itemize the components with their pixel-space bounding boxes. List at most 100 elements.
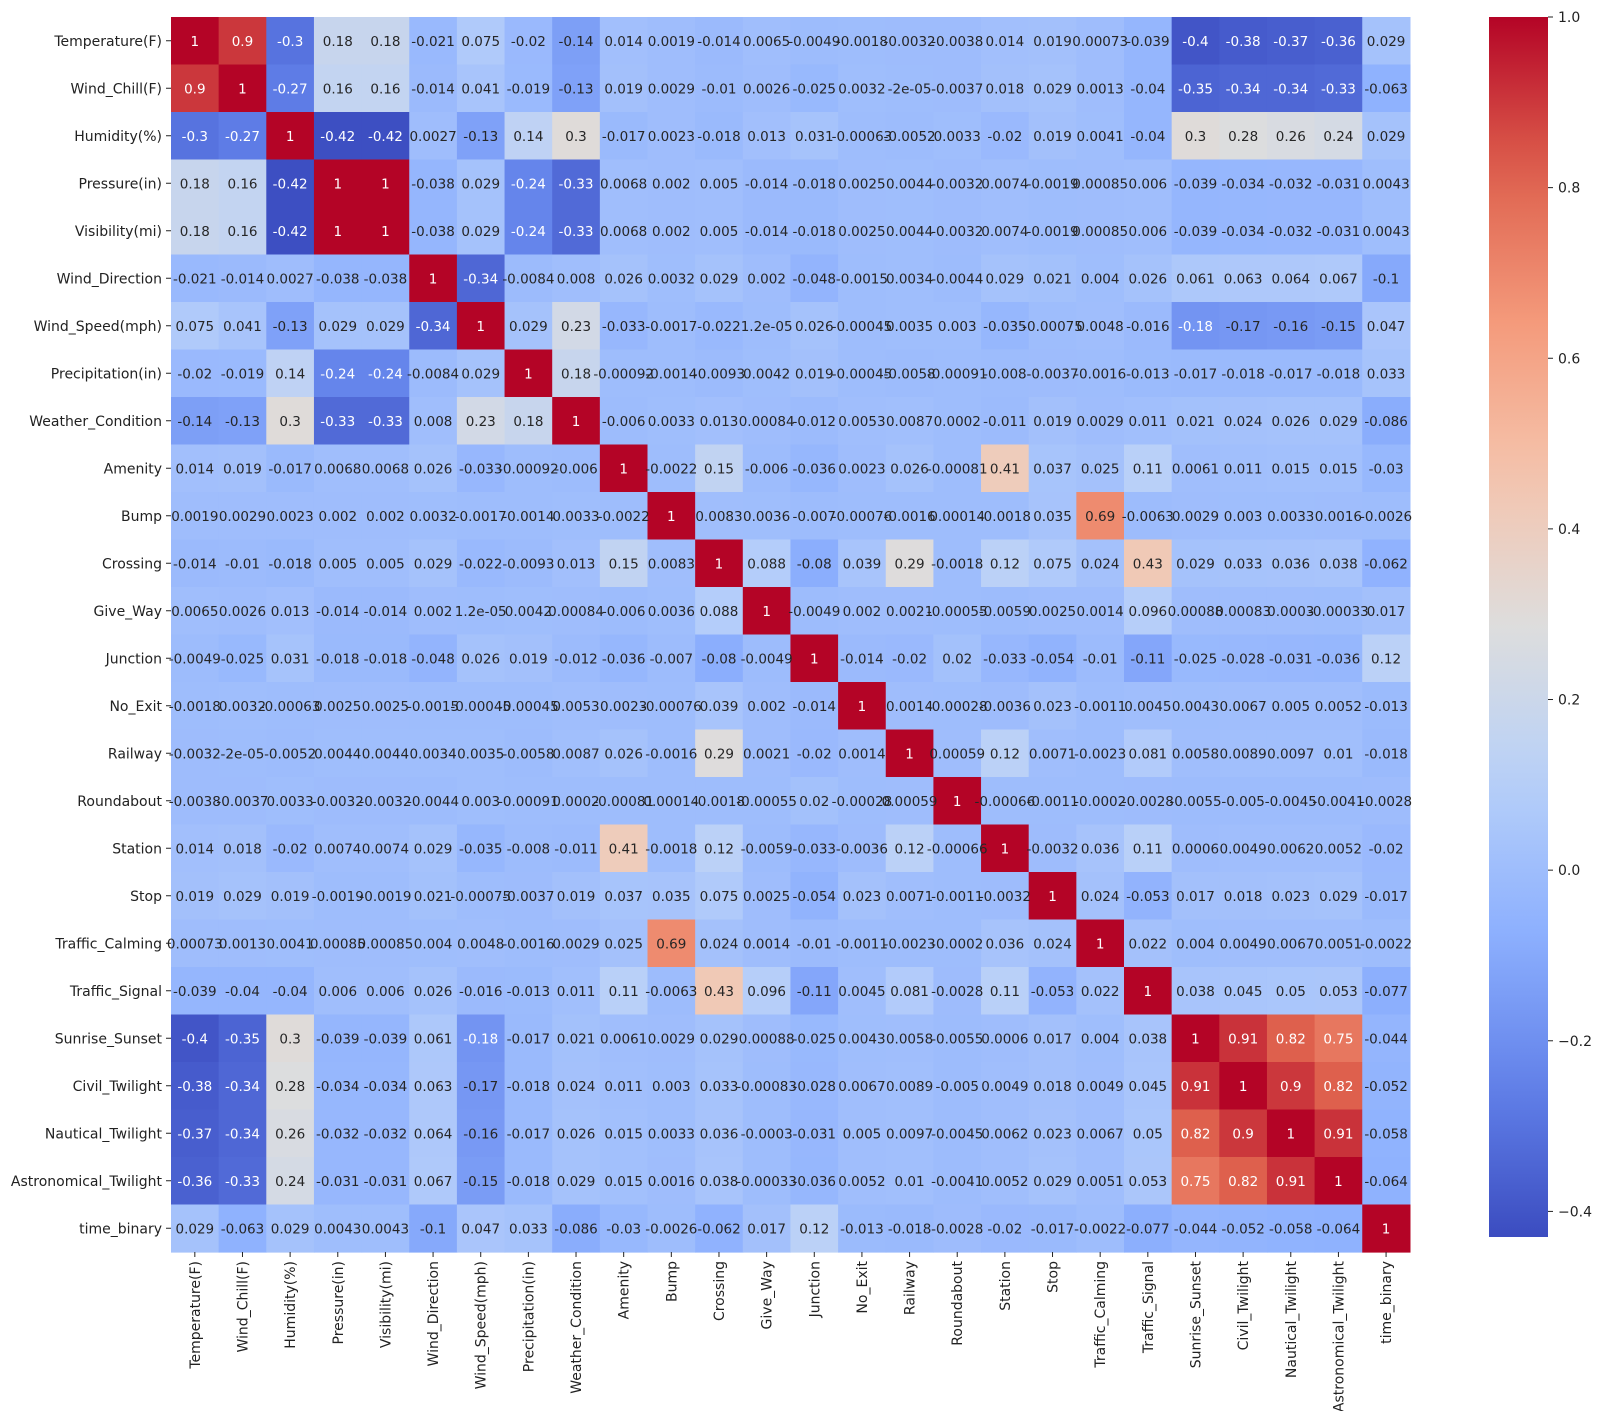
cell-annotation: -0.00033 — [736, 1174, 797, 1190]
cell-annotation: 0.023 — [1033, 699, 1072, 715]
heatmap-cell — [218, 729, 267, 778]
cell-annotation: 0.0052 — [1315, 699, 1362, 715]
heatmap-cell — [1124, 444, 1173, 493]
heatmap-cell — [695, 444, 744, 493]
heatmap-cell — [933, 254, 982, 303]
cell-annotation: 0.008 — [557, 271, 596, 287]
cell-annotation: -0.033 — [983, 651, 1027, 667]
heatmap-cell — [1076, 207, 1125, 256]
cell-annotation: 0.0032 — [838, 81, 885, 97]
heatmap-cell — [1171, 397, 1220, 446]
column-label: Astronomical_Twilight — [1331, 1260, 1347, 1411]
heatmap-cell — [981, 539, 1030, 588]
cell-annotation: 0.004 — [1081, 1031, 1120, 1047]
cell-annotation: 0.026 — [795, 319, 834, 335]
heatmap-cell — [838, 777, 887, 826]
cell-annotation: 1 — [1286, 1126, 1295, 1142]
heatmap-cell — [504, 824, 553, 873]
column-label: Bump — [664, 1261, 680, 1302]
cell-annotation: 0.12 — [990, 556, 1020, 572]
cell-annotation: -0.42 — [368, 129, 403, 145]
heatmap-cell — [171, 349, 220, 398]
heatmap-cell — [599, 17, 649, 66]
cell-annotation: 0.0068 — [600, 224, 647, 240]
cell-annotation: -0.0011 — [836, 936, 888, 952]
cell-annotation: -0.0032 — [931, 176, 983, 192]
heatmap-cell — [1314, 919, 1363, 968]
heatmap-cell — [742, 967, 792, 1016]
heatmap-cell — [647, 587, 696, 636]
heatmap-cell — [838, 1204, 887, 1253]
cell-annotation: 0.01 — [895, 1174, 925, 1190]
cell-annotation: -0.007 — [793, 509, 837, 525]
heatmap-cell — [313, 17, 363, 66]
heatmap-cell — [409, 539, 458, 588]
cell-annotation: -0.034 — [316, 1079, 360, 1095]
heatmap-cell — [1219, 349, 1268, 398]
heatmap-cell — [456, 159, 506, 208]
cell-annotation: -0.032 — [1269, 176, 1313, 192]
cell-annotation: -0.022 — [459, 556, 503, 572]
cell-annotation: -0.0052 — [264, 746, 316, 762]
heatmap-cell — [552, 397, 601, 446]
cell-annotation: -0.0037 — [216, 794, 268, 810]
cell-annotation: -0.0038 — [169, 794, 221, 810]
heatmap-cell — [981, 254, 1030, 303]
cell-annotation: 0.004 — [1081, 271, 1120, 287]
cell-annotation: -0.0011 — [1026, 794, 1078, 810]
heatmap-cell — [885, 1204, 934, 1253]
cell-annotation: 1 — [381, 176, 390, 192]
heatmap-cell — [504, 444, 553, 493]
heatmap-cell — [171, 539, 220, 588]
heatmap-cell — [599, 1109, 649, 1158]
heatmap-cell — [456, 1014, 506, 1063]
heatmap-cell — [695, 112, 744, 161]
heatmap-cell — [218, 17, 267, 66]
heatmap-cell — [1219, 682, 1268, 731]
heatmap-cell — [313, 444, 363, 493]
heatmap-cell — [1076, 349, 1125, 398]
cell-annotation: 0.0087 — [552, 746, 599, 762]
heatmap-cell — [361, 824, 410, 873]
heatmap-cell — [838, 919, 887, 968]
heatmap-cell — [885, 159, 934, 208]
heatmap-cell — [695, 207, 744, 256]
cell-annotation: 1 — [953, 794, 962, 810]
cell-annotation: 0.022 — [1081, 984, 1120, 1000]
cell-annotation: 0.019 — [175, 889, 214, 905]
column-label: Pressure(in) — [331, 1261, 347, 1344]
heatmap-cell — [1124, 587, 1173, 636]
heatmap-cell — [981, 1204, 1030, 1253]
cell-annotation: 0.011 — [1129, 414, 1168, 430]
cell-annotation: -0.031 — [793, 1126, 837, 1142]
cell-annotation: -0.27 — [273, 81, 308, 97]
cell-annotation: 0.23 — [466, 414, 496, 430]
heatmap-cell — [599, 872, 649, 921]
cell-annotation: 0.28 — [275, 1079, 305, 1095]
cell-annotation: 0.002 — [414, 604, 453, 620]
heatmap-cell — [1219, 824, 1268, 873]
heatmap-cell — [1028, 207, 1077, 256]
heatmap-cell — [1266, 159, 1316, 208]
heatmap-cell — [1266, 17, 1316, 66]
cell-annotation: 0.16 — [323, 81, 353, 97]
cell-annotation: -0.014 — [221, 271, 265, 287]
cell-annotation: -0.11 — [1130, 651, 1165, 667]
heatmap-cell — [1076, 64, 1125, 113]
heatmap-cell — [313, 919, 363, 968]
heatmap-cell — [1362, 1014, 1411, 1063]
cell-annotation: 0.14 — [513, 129, 543, 145]
heatmap-cell — [742, 349, 792, 398]
heatmap-cell — [838, 112, 887, 161]
heatmap-cell — [218, 254, 267, 303]
heatmap-cell — [742, 159, 792, 208]
heatmap-cell — [1124, 1157, 1173, 1206]
heatmap-cell — [647, 729, 696, 778]
cell-annotation: 0.038 — [1319, 556, 1358, 572]
heatmap-cell — [504, 254, 553, 303]
column-label: Give_Way — [760, 1261, 776, 1329]
heatmap-cell — [1314, 112, 1363, 161]
cell-annotation: -0.017 — [1364, 889, 1408, 905]
cell-annotation: 0.43 — [1133, 556, 1163, 572]
heatmap-cell — [1171, 112, 1220, 161]
